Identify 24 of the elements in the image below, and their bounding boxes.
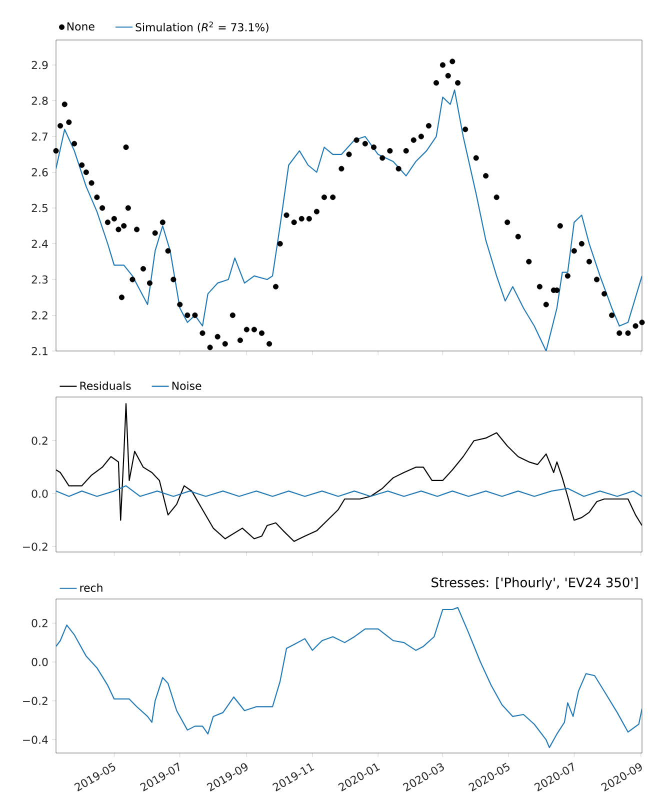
y-tick-label: 2.9: [32, 60, 48, 70]
y-tick-label: 0.2: [32, 436, 48, 445]
y-tick-label: 2.6: [32, 168, 48, 176]
y-tick-label: −0.4: [23, 736, 48, 744]
y-tick-label: 2.4: [32, 240, 48, 248]
legend-label: Simulation (R$^{2}$ = 73.1%): [136, 22, 268, 33]
y-tick-label: 2.1: [32, 346, 48, 356]
y-tick-label: 0.2: [32, 618, 48, 628]
y-tick-label: 2.3: [32, 275, 48, 284]
legend-label: None: [67, 22, 94, 31]
y-tick-label: 2.7: [32, 132, 48, 141]
chart-title: Stresses: ['Phourly', 'EV24 350']: [432, 577, 638, 590]
y-tick-label: 2.5: [32, 204, 48, 212]
legend-label: Residuals: [80, 381, 131, 390]
y-tick-label: 2.2: [32, 311, 48, 320]
y-tick-label: −0.2: [23, 542, 48, 551]
line-series: [56, 485, 642, 497]
legend-label: rech: [80, 583, 102, 592]
line-series: [56, 607, 642, 748]
y-tick-label: −0.2: [23, 696, 48, 706]
y-tick-label: 0.0: [32, 490, 48, 498]
y-tick-label: 0.0: [32, 658, 48, 666]
y-tick-label: 2.8: [32, 96, 48, 105]
legend-label: Noise: [172, 381, 202, 390]
